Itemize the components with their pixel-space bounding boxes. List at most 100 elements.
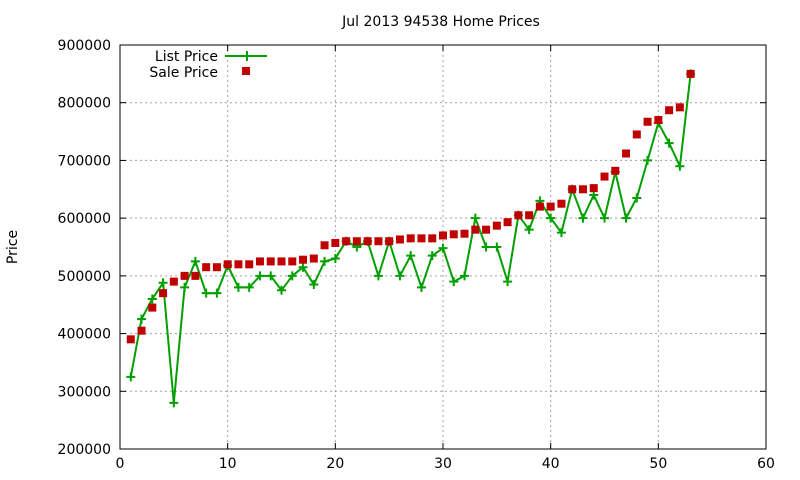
list-price-point [524, 225, 534, 235]
list-price-point [169, 398, 179, 408]
sale-price-point [600, 172, 609, 181]
legend-marker-sale-price [242, 67, 250, 75]
x-tick-label: 30 [434, 456, 452, 472]
list-price-point [180, 282, 190, 292]
x-tick-label: 60 [757, 456, 775, 472]
sale-price-point [503, 218, 512, 227]
list-price-point [449, 277, 459, 287]
sale-price-point [406, 234, 415, 243]
x-tick-label: 50 [649, 456, 667, 472]
sale-price-point [525, 211, 534, 220]
sale-price-point [180, 271, 189, 280]
sale-price-point [374, 237, 383, 246]
legend-label-list-price: List Price [155, 49, 218, 65]
y-axis-label: Price [5, 230, 21, 264]
list-price-point [233, 282, 243, 292]
list-price-point [190, 256, 200, 266]
list-price-point [664, 138, 674, 148]
sale-price-point [611, 166, 620, 175]
sale-price-point [320, 241, 329, 250]
sale-price-point [492, 221, 501, 230]
list-price-point [126, 372, 136, 382]
list-price-point [481, 242, 491, 252]
y-tick-label: 800000 [58, 96, 111, 112]
sale-price-point [686, 69, 695, 78]
list-price-point [438, 243, 448, 253]
sale-price-point [557, 199, 566, 208]
sale-price-point [471, 225, 480, 234]
sale-price-point [589, 184, 598, 193]
list-price-point [632, 193, 642, 203]
axis-ticks: 0 10 20 30 40 50 60 200000 300000 400000 500000 600… [58, 38, 775, 472]
sale-price-point [460, 229, 469, 238]
y-tick-label: 900000 [58, 38, 111, 54]
x-tick-label: 20 [326, 456, 344, 472]
sale-price-point [632, 130, 641, 139]
sale-price-point [439, 231, 447, 240]
sale-price-point [449, 230, 458, 239]
sale-price-point [665, 106, 674, 115]
list-price-point [427, 251, 437, 261]
list-price-point [470, 213, 480, 223]
sale-price-point [309, 254, 318, 263]
sale-price-point [568, 185, 577, 194]
list-price-point [373, 271, 383, 281]
y-tick-label: 500000 [58, 269, 111, 285]
sale-price-point [191, 271, 200, 280]
list-price-point [503, 277, 513, 287]
sale-price-point [342, 237, 351, 246]
list-price-point [158, 278, 168, 288]
list-price-point [675, 161, 685, 171]
sale-price-point [126, 335, 135, 344]
sale-price-point [137, 326, 146, 335]
legend-label-sale-price: Sale Price [149, 65, 218, 81]
list-price-point [546, 213, 556, 223]
sale-price-point [223, 260, 232, 269]
list-price-point [406, 251, 416, 261]
list-price-point [309, 280, 319, 290]
sale-price-point [535, 202, 544, 211]
sale-price-point [417, 234, 426, 243]
sale-price-point [234, 260, 243, 269]
list-price-point [266, 271, 276, 281]
sale-price-point [352, 237, 361, 246]
sale-price-point [514, 211, 523, 220]
sale-price-point [643, 117, 652, 126]
sale-price-point [622, 149, 631, 158]
y-tick-label: 700000 [58, 153, 111, 169]
sale-price-point [299, 255, 308, 264]
y-tick-label: 200000 [58, 442, 111, 458]
sale-price-point [363, 237, 372, 246]
sale-price-point [148, 303, 157, 312]
list-price-point [298, 262, 308, 272]
list-price-point [147, 294, 157, 304]
list-price-point [137, 314, 147, 324]
legend-marker-list-price [242, 51, 252, 61]
sale-price-point [245, 260, 254, 269]
sale-price-point [212, 263, 221, 272]
y-tick-label: 400000 [58, 327, 111, 343]
x-tick-label: 0 [116, 456, 125, 472]
sale-price-point [288, 257, 297, 266]
legend: List Price Sale Price [149, 49, 267, 81]
list-price-point [492, 242, 502, 252]
y-tick-label: 600000 [58, 211, 111, 227]
sale-price-point [578, 185, 587, 194]
list-price-point [621, 213, 631, 223]
sale-price-point [202, 263, 211, 272]
series-layer [126, 69, 696, 408]
sale-price-point [331, 238, 340, 247]
sale-price-point [255, 257, 264, 266]
list-price-point [277, 285, 286, 295]
list-price-point [578, 213, 588, 223]
sale-price-point [482, 225, 491, 234]
y-tick-label: 300000 [58, 384, 111, 400]
list-price-point [395, 271, 405, 281]
sale-price-point [546, 202, 555, 211]
x-tick-label: 10 [219, 456, 237, 472]
sale-price-point [169, 277, 178, 286]
list-price-point [255, 271, 265, 281]
list-price-point [320, 256, 330, 266]
sale-price-point [428, 234, 437, 243]
